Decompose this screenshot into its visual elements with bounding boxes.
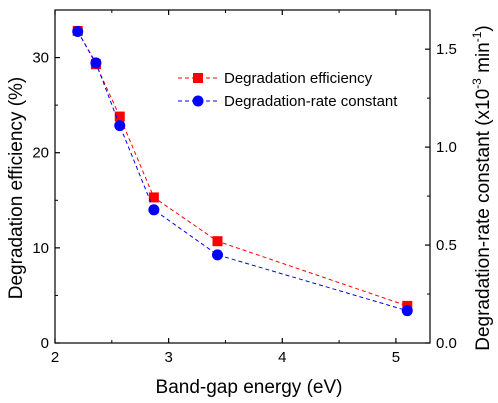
y-left-tick-label: 30	[32, 50, 49, 67]
plot-frame	[54, 9, 431, 344]
y-right-axis-title: Degradation-rate constant (x10-3 min-1)	[470, 25, 494, 351]
data-point-efficiency	[148, 192, 159, 203]
y-right-title-sup2: -1	[470, 31, 484, 42]
y-right-title-main: Degradation-rate constant (x10	[473, 89, 494, 351]
legend-marker-efficiency	[193, 73, 203, 83]
data-point-rate	[90, 57, 102, 69]
data-point-rate	[401, 305, 413, 317]
legend-label-rate: Degradation-rate constant	[224, 93, 398, 110]
y-left-tick-label: 0	[41, 335, 49, 352]
plot-border	[54, 9, 431, 344]
x-axis-ticks: 2 3 4 5	[51, 10, 400, 366]
y-right-title-mid: min	[473, 42, 494, 78]
y-right-tick-label: 1.0	[436, 139, 457, 156]
data-point-efficiency	[212, 236, 223, 247]
series-line-1	[77, 31, 408, 312]
data-point-rate	[148, 204, 160, 216]
x-tick-label: 5	[392, 349, 400, 366]
x-axis-title: Band-gap energy (eV)	[156, 377, 343, 398]
data-point-rate	[114, 120, 126, 132]
data-point-rate	[72, 26, 84, 38]
data-point-rate	[212, 249, 223, 261]
y-left-axis-title: Degradation efficiency (%)	[6, 77, 27, 299]
y-left-tick-label: 10	[32, 240, 49, 257]
x-tick-label: 4	[278, 349, 286, 366]
legend-label-efficiency: Degradation efficiency	[224, 70, 373, 87]
y-right-tick-label: 0.5	[436, 237, 457, 254]
y-right-tick-label: 0.0	[436, 335, 457, 352]
y-right-title-end: )	[473, 25, 494, 31]
series-layer	[72, 25, 413, 317]
x-tick-label: 2	[51, 349, 59, 366]
legend-marker-rate	[192, 95, 204, 107]
x-tick-label: 3	[164, 349, 172, 366]
legend: Degradation efficiency Degradation-rate …	[178, 70, 398, 110]
y-right-tick-label: 1.5	[436, 41, 457, 58]
y-left-axis-ticks: 0 10 20 30	[32, 50, 60, 352]
y-right-title-sup: -3	[470, 78, 484, 89]
data-point-efficiency	[114, 111, 125, 122]
y-right-axis-ticks: 0.0 0.5 1.0 1.5	[425, 41, 457, 352]
y-left-tick-label: 20	[32, 145, 49, 162]
